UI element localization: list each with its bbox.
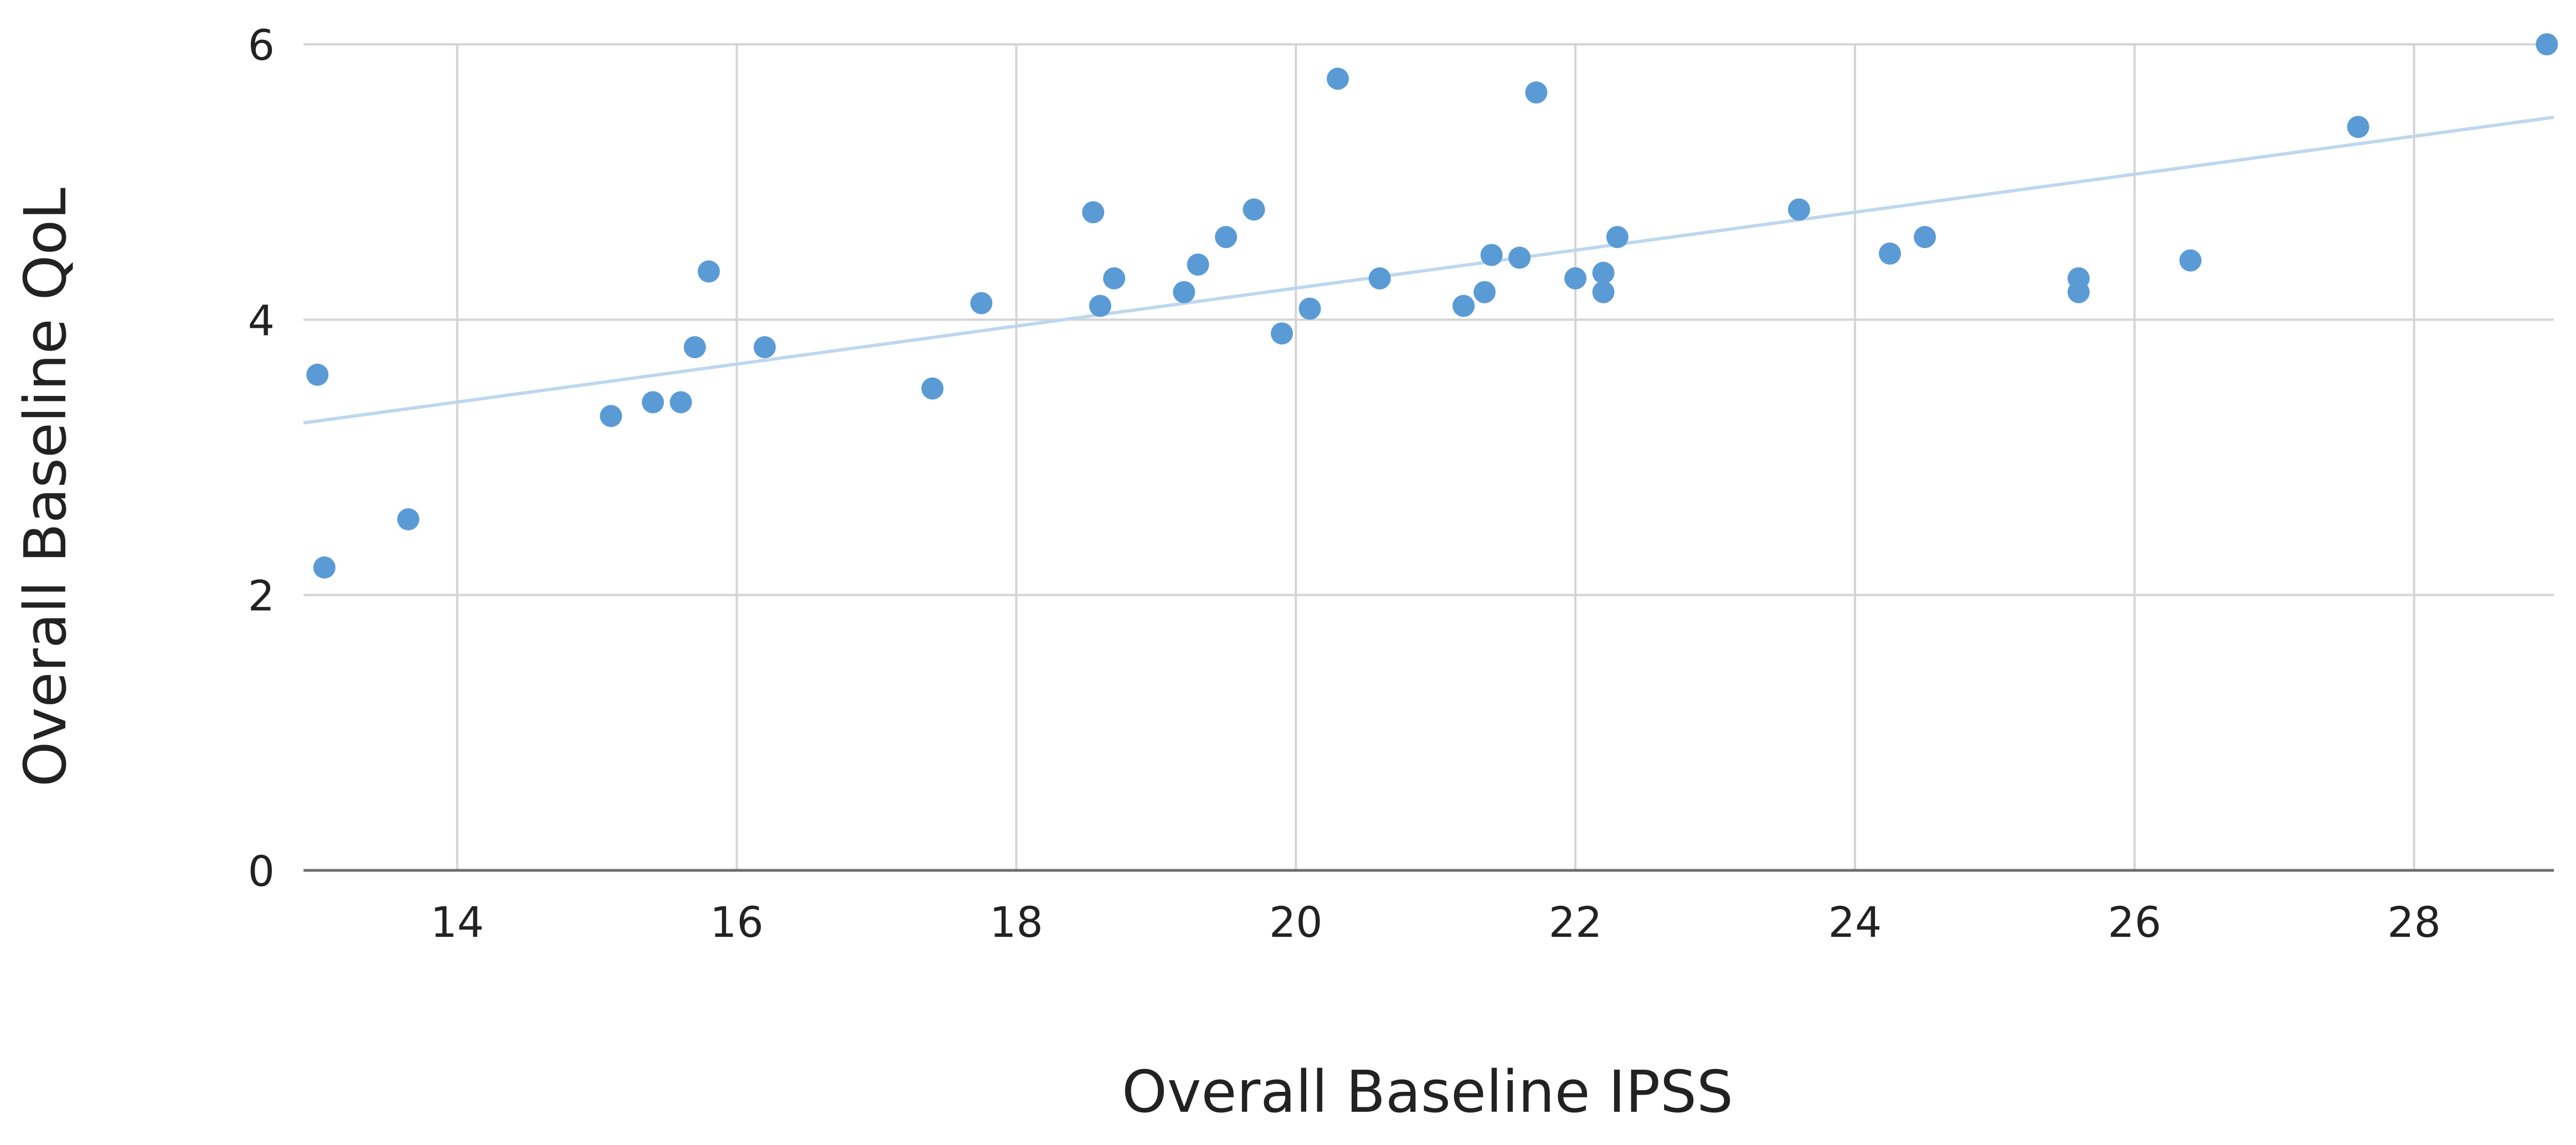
x-tick-label: 18 bbox=[990, 898, 1043, 947]
data-point bbox=[1525, 81, 1548, 104]
data-point bbox=[2179, 249, 2202, 272]
x-tick-label: 20 bbox=[1269, 898, 1323, 947]
grid bbox=[303, 43, 2554, 870]
data-points bbox=[306, 33, 2558, 579]
data-point bbox=[683, 336, 706, 359]
data-point bbox=[921, 377, 944, 400]
y-tick-label: 0 bbox=[248, 847, 275, 896]
data-point bbox=[1368, 267, 1391, 290]
x-tick-label: 26 bbox=[2108, 898, 2161, 947]
data-point bbox=[2536, 33, 2558, 55]
y-tick-label: 6 bbox=[248, 20, 275, 70]
data-point bbox=[698, 260, 720, 283]
data-point bbox=[1326, 68, 1349, 90]
data-point bbox=[753, 336, 776, 359]
data-point bbox=[313, 556, 336, 579]
data-point bbox=[1480, 244, 1503, 266]
data-point bbox=[1299, 297, 1321, 320]
data-point bbox=[669, 391, 692, 414]
data-point bbox=[1508, 246, 1531, 269]
data-point bbox=[600, 405, 622, 427]
data-point bbox=[1270, 322, 1293, 345]
data-point bbox=[1606, 226, 1629, 249]
data-point bbox=[1452, 295, 1475, 317]
data-point bbox=[642, 391, 664, 414]
data-point bbox=[1103, 267, 1126, 290]
x-axis-title: Overall Baseline IPSS bbox=[1122, 1058, 1733, 1126]
data-point bbox=[1187, 253, 1209, 276]
data-point bbox=[970, 292, 993, 314]
data-point bbox=[2067, 281, 2090, 303]
data-point bbox=[1592, 261, 1615, 284]
trendline-layer bbox=[303, 115, 2554, 425]
data-point bbox=[1473, 281, 1496, 303]
data-point bbox=[1243, 198, 1265, 221]
data-point bbox=[1914, 226, 1936, 249]
data-point bbox=[1564, 267, 1587, 290]
x-tick-label: 14 bbox=[430, 898, 484, 947]
x-tick-label: 22 bbox=[1549, 898, 1603, 947]
x-tick-label: 16 bbox=[710, 898, 764, 947]
data-point bbox=[397, 508, 420, 530]
data-point bbox=[1214, 226, 1237, 249]
data-point bbox=[1173, 281, 1196, 303]
data-point bbox=[1592, 281, 1615, 303]
data-point bbox=[1089, 295, 1111, 317]
data-point bbox=[2347, 116, 2369, 138]
data-point bbox=[1878, 242, 1901, 265]
x-tick-label: 28 bbox=[2387, 898, 2441, 947]
y-tick-label: 4 bbox=[248, 296, 275, 345]
x-tick-label: 24 bbox=[1828, 898, 1882, 947]
y-axis-title: Overall Baseline QoL bbox=[12, 188, 79, 787]
data-point bbox=[1787, 198, 1810, 221]
y-tick-label: 2 bbox=[248, 571, 275, 621]
data-point bbox=[1082, 201, 1105, 224]
data-point bbox=[306, 363, 329, 386]
trendline bbox=[303, 115, 2554, 425]
